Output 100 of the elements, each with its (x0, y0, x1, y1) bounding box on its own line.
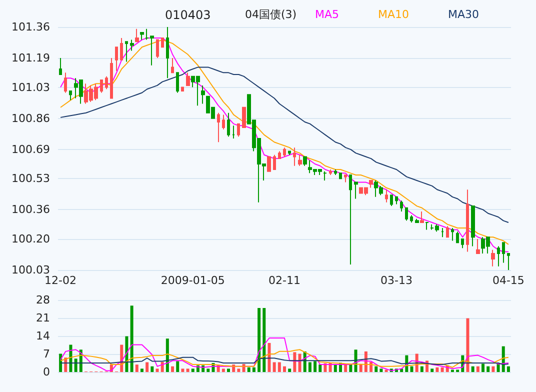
bar (283, 366, 286, 372)
candlestick (186, 72, 190, 86)
y-tick-label: 100.69 (12, 142, 50, 156)
candlestick (344, 174, 347, 183)
y-tick-label: 21 (36, 312, 50, 324)
bar (349, 364, 352, 372)
bar (181, 368, 184, 372)
candlestick (161, 37, 164, 48)
candlestick (217, 112, 220, 143)
bar (476, 366, 480, 372)
text: MA5 (315, 8, 340, 21)
bar (374, 366, 378, 372)
candlestick (171, 58, 174, 74)
bar (146, 362, 149, 372)
candlestick (181, 86, 184, 92)
candlestick (100, 79, 103, 94)
candlestick (237, 123, 240, 138)
bar (293, 352, 296, 372)
y-tick-label: 101.36 (12, 20, 50, 34)
candlestick (507, 253, 510, 270)
bar (268, 342, 271, 372)
candlestick (278, 150, 281, 160)
candlestick (288, 150, 291, 156)
candlestick (323, 170, 327, 181)
y-tick-label: 100.36 (12, 203, 50, 216)
bar (471, 366, 474, 372)
y-tick-label: 100.20 (12, 232, 50, 246)
candlestick (334, 169, 337, 176)
candlestick (410, 214, 413, 223)
bar (156, 368, 159, 372)
bar (74, 358, 78, 372)
candlestick (227, 112, 230, 138)
bar (258, 308, 261, 372)
bar (436, 367, 439, 372)
bar (206, 368, 210, 372)
bar (466, 318, 470, 372)
line-series (60, 338, 509, 372)
bar (496, 364, 500, 372)
candlestick (232, 125, 235, 139)
candlestick (415, 218, 419, 223)
candlestick (420, 211, 424, 223)
candlestick (502, 242, 505, 264)
bar (420, 366, 424, 372)
candlestick (446, 226, 449, 238)
bar (334, 364, 337, 372)
text: MA30 (448, 8, 480, 21)
candlestick (120, 37, 123, 60)
y-tick-label: 100.03 (12, 264, 50, 276)
bar (130, 306, 134, 372)
bar (176, 361, 180, 372)
bar (430, 368, 434, 372)
candlestick (176, 72, 179, 94)
candlestick (242, 106, 246, 128)
candlestick (298, 154, 302, 166)
bar (262, 308, 266, 372)
y-tick-label: 100.53 (12, 172, 50, 186)
candlestick (354, 182, 358, 200)
candlestick (130, 39, 134, 52)
y-tick-label: 101.03 (12, 80, 50, 94)
candlestick (283, 147, 286, 158)
candlestick (222, 114, 225, 130)
bar (150, 366, 154, 372)
bar (278, 362, 281, 372)
bar (140, 368, 144, 372)
y-tick-label: 14 (36, 330, 50, 342)
candlestick (329, 169, 332, 176)
bar (186, 368, 190, 372)
candlestick (115, 46, 118, 72)
bar (410, 366, 414, 372)
bar (506, 366, 510, 372)
bar (191, 368, 194, 372)
candlestick (471, 206, 475, 247)
y-tick-label: 101.19 (12, 52, 50, 65)
bar (486, 366, 490, 372)
candlestick (293, 147, 296, 166)
candlestick (69, 90, 72, 101)
candlestick (466, 189, 469, 252)
bar (252, 367, 256, 372)
candlestick (135, 28, 139, 42)
bar (171, 366, 174, 372)
candlestick (385, 189, 388, 203)
chart-subtitle: 04国债(3) (245, 8, 297, 21)
bar (482, 364, 485, 372)
candlestick (105, 76, 108, 90)
candlestick (390, 194, 393, 207)
candlestick (125, 41, 128, 62)
candlestick (349, 174, 352, 266)
candlestick (156, 39, 159, 59)
candlestick (339, 172, 342, 180)
y-tick-label: 7 (43, 348, 50, 360)
candlestick (369, 180, 373, 188)
chart-title: 010403 (165, 8, 211, 22)
bar (227, 368, 230, 372)
candlestick (405, 207, 408, 222)
bar (247, 367, 250, 372)
candlestick (140, 32, 144, 40)
candlestick (400, 200, 403, 212)
bar (288, 368, 292, 372)
y-tick-label: 100.86 (12, 112, 50, 125)
candlestick (59, 58, 62, 76)
